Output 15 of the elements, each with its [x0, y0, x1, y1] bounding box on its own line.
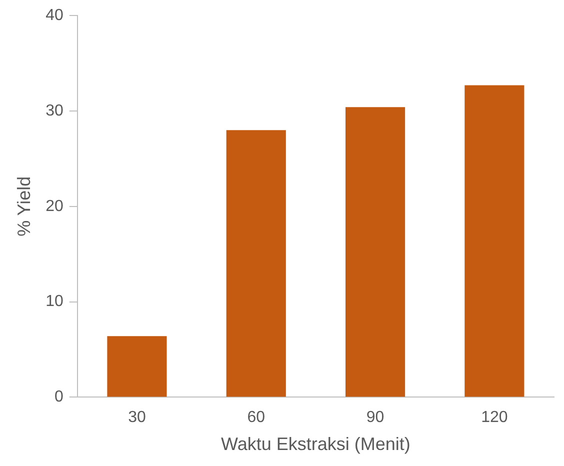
- x-tick-label: 60: [247, 409, 266, 426]
- x-axis-title: Waktu Ekstraksi (Menit): [221, 434, 410, 454]
- y-tick-label: 30: [46, 102, 64, 120]
- y-tick-label: 40: [46, 7, 64, 24]
- y-tick-label: 20: [46, 198, 64, 215]
- y-tick-label: 10: [46, 293, 64, 310]
- x-tick-label: 120: [481, 409, 508, 426]
- y-tick-label: 0: [54, 388, 64, 406]
- bar: [464, 85, 524, 397]
- x-tick-label: 30: [128, 409, 146, 426]
- bar: [345, 107, 406, 397]
- bar: [226, 130, 286, 397]
- bar: [107, 336, 167, 397]
- y-axis-title: % Yield: [14, 176, 34, 236]
- x-tick-label: 90: [366, 409, 384, 426]
